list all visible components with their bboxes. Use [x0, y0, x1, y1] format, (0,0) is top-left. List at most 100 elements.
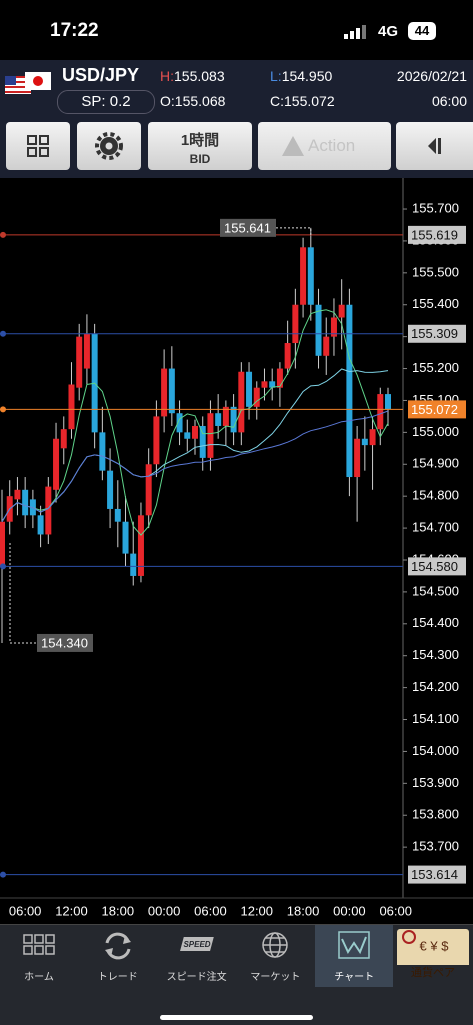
price-dot [0, 231, 6, 238]
settings-button[interactable] [77, 122, 141, 170]
open-value: 155.068 [174, 93, 226, 109]
candle-body [122, 521, 129, 554]
candle-body [192, 425, 198, 439]
low-marker-label: 154.340 [41, 635, 88, 650]
candle-body [60, 429, 67, 449]
candle-body [377, 394, 384, 430]
price-dot [0, 330, 6, 337]
candle-body [199, 425, 206, 458]
x-tick-label: 06:00 [194, 903, 227, 918]
time: 06:00 [431, 93, 467, 109]
price-box [408, 865, 466, 884]
price-label: 155.619 [411, 227, 458, 242]
price-dot [0, 563, 6, 570]
nav-label: ホーム [24, 972, 54, 983]
network: 4G [378, 23, 399, 40]
candle-body [346, 304, 353, 478]
price-label: 155.072 [411, 402, 458, 417]
spread: SP: 0.2 [57, 90, 155, 114]
candle-body [330, 317, 337, 337]
y-tick-label: 153.800 [412, 807, 459, 822]
nav-label: スピード注文 [166, 972, 227, 983]
candle-body [176, 413, 183, 433]
moving-average [1, 410, 389, 522]
date: 2026/02/21 [396, 68, 467, 84]
nav-label: 通貨ペア [411, 967, 455, 979]
header: USD/JPY SP: 0.2 H:155.083 L:154.950 O:15… [0, 60, 473, 116]
x-tick-label: 18:00 [287, 903, 320, 918]
candle-body [168, 368, 175, 414]
y-tick-label: 153.900 [412, 775, 459, 790]
candle-body [37, 515, 44, 535]
candle-body [99, 432, 106, 471]
price-type: BID [189, 152, 211, 166]
pair: USD/JPY [62, 65, 140, 85]
nav-item[interactable]: ホーム [0, 925, 78, 987]
nav-icon: € ¥ $ [397, 929, 469, 985]
candle-body [300, 247, 307, 305]
candle-body [369, 429, 376, 446]
candle-body [153, 416, 160, 465]
candle-body [83, 333, 90, 369]
candle-body [230, 406, 237, 433]
candle-body [361, 438, 368, 446]
y-tick-label: 154.800 [412, 488, 459, 503]
y-tick-label: 154.300 [412, 647, 459, 662]
candle-body [307, 247, 314, 305]
nav-item[interactable]: マーケット [236, 925, 314, 987]
y-tick-label: 155.000 [412, 424, 459, 439]
candle-body [22, 489, 29, 516]
low-value: 154.950 [281, 68, 333, 84]
y-tick-label: 154.100 [412, 711, 459, 726]
y-tick-label: 154.400 [412, 615, 459, 630]
candle-body [338, 304, 345, 318]
nav-label: チャート [334, 972, 375, 983]
currency-icon-text: € ¥ $ [420, 938, 450, 953]
price-box [408, 225, 466, 244]
chart: 153.700 153.800 153.900 154.000 154.100 154.2… [0, 178, 473, 918]
candle-body [276, 368, 283, 388]
high-value: 155.083 [174, 68, 225, 84]
candle-body [184, 432, 191, 439]
y-tick-label: 153.700 [412, 839, 459, 854]
candle-body [385, 394, 391, 410]
timeframe-button[interactable]: 1時間 BID [148, 122, 252, 170]
candle-body [68, 384, 75, 430]
bottom-nav: ホーム トレード SPEED スピード注文 マーケット チャート € ¥ $ 通貨ペア [0, 924, 473, 1025]
nav-icon [262, 932, 289, 958]
x-tick-label: 00:00 [333, 903, 366, 918]
nav-item[interactable]: チャート [315, 925, 394, 987]
close-value: 155.072 [284, 93, 335, 109]
nav-item[interactable]: € ¥ $ 通貨ペア [394, 925, 472, 987]
layout-button[interactable] [6, 122, 70, 170]
battery: 44 [408, 22, 436, 40]
x-tick-label: 06:00 [379, 903, 412, 918]
speed-icon-text: SPEED [183, 940, 210, 949]
candle-body [207, 413, 214, 458]
candle-body [76, 336, 83, 388]
y-tick-label: 155.400 [412, 296, 459, 311]
moving-average [1, 309, 389, 536]
candle-body [323, 336, 330, 356]
nav-icon [23, 934, 55, 955]
nav-item[interactable]: トレード [79, 925, 157, 987]
collapse-button[interactable] [396, 122, 473, 170]
nav-item[interactable]: SPEED スピード注文 [158, 925, 236, 987]
low-marker-box [37, 633, 93, 652]
y-tick-label: 154.900 [412, 456, 459, 471]
nav-icon [104, 932, 131, 960]
candle-body [292, 304, 299, 344]
price-label: 155.309 [411, 326, 458, 341]
price-box [408, 400, 466, 419]
price-label: 154.580 [411, 559, 458, 574]
price-box [408, 557, 466, 576]
candle-body [261, 381, 268, 388]
candle-body [354, 438, 361, 478]
candle-body [145, 464, 152, 516]
action-button[interactable]: Action [258, 122, 391, 170]
x-tick-label: 12:00 [240, 903, 273, 918]
clock: 17:22 [50, 20, 99, 41]
y-tick-label: 155.500 [412, 264, 459, 279]
candle-body [222, 406, 229, 426]
